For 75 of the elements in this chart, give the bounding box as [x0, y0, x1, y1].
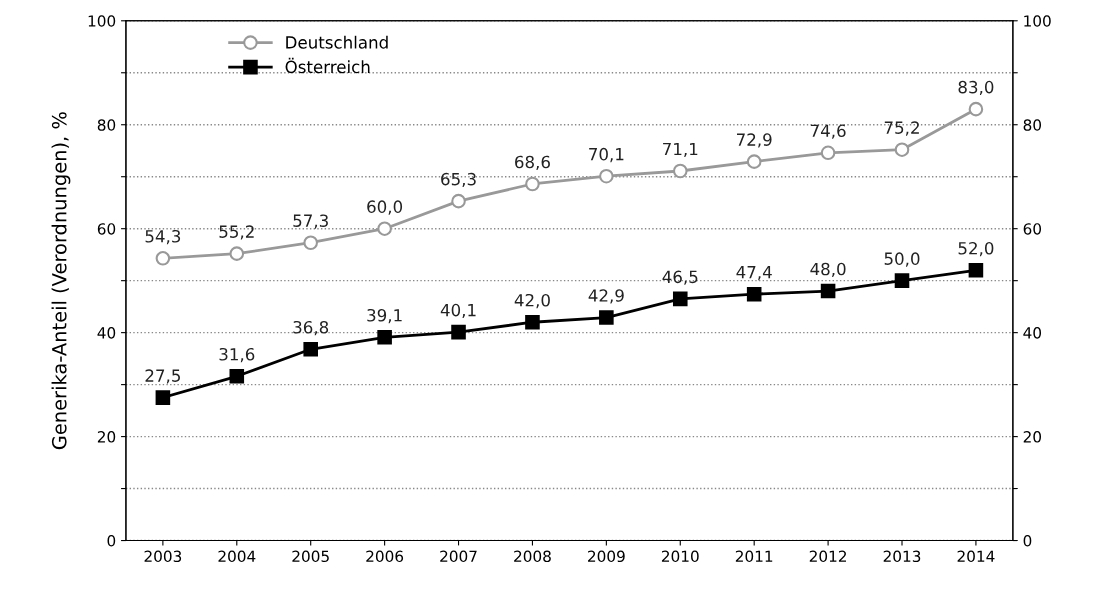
data-label: 54,3: [145, 229, 181, 245]
x-tick-label: 2006: [366, 550, 404, 563]
x-tick-label: 2014: [957, 550, 995, 563]
y-axis-title: Generika-Anteil (Verordnungen), %: [51, 112, 71, 450]
data-label: 72,9: [736, 133, 772, 148]
point: [672, 163, 688, 179]
point: [377, 221, 392, 236]
data-label: 36,8: [293, 320, 329, 336]
data-label: 74,6: [810, 124, 846, 139]
point: [451, 324, 466, 340]
data-label: 55,2: [219, 225, 254, 240]
x-tick-label: 2011: [735, 550, 773, 563]
x-tick-label: 2010: [661, 550, 699, 563]
data-label: 48,0: [810, 262, 846, 278]
data-label: 83,0: [958, 80, 994, 96]
point: [820, 145, 836, 161]
y-tick-label: 40: [97, 327, 116, 339]
data-label: 68,6: [515, 155, 550, 170]
x-tick-label: 2013: [883, 550, 921, 563]
x-tick-label: 2008: [514, 550, 551, 563]
y2-tick-label: 20: [1023, 431, 1042, 443]
data-label: 65,3: [441, 172, 476, 188]
point: [451, 193, 466, 209]
point: [303, 235, 318, 251]
data-label: 27,5: [145, 369, 180, 384]
point: [229, 369, 245, 384]
legend-label: Deutschland: [286, 35, 388, 49]
data-label: 47,4: [736, 266, 772, 281]
y2-tick-label: 100: [1024, 15, 1051, 27]
point: [155, 390, 171, 405]
legend-label: Österreich: [285, 57, 370, 74]
data-label: 42,9: [588, 289, 624, 304]
y-tick-label: 20: [97, 431, 116, 443]
point: [599, 310, 614, 325]
data-label: 52,0: [958, 241, 994, 257]
point: [968, 262, 984, 278]
x-tick-label: 2009: [588, 550, 625, 563]
data-label: 40,1: [440, 303, 476, 319]
point: [820, 283, 836, 299]
data-label: 50,0: [884, 252, 920, 267]
data-label: 71,1: [663, 142, 698, 157]
x-tick-label: 2005: [292, 550, 329, 563]
y2-tick-label: 40: [1023, 327, 1042, 339]
point: [303, 341, 318, 357]
x-tick-label: 2003: [144, 550, 182, 563]
point: [525, 314, 540, 330]
y2-tick-label: 60: [1023, 223, 1042, 235]
y2-tick-label: 80: [1023, 119, 1042, 131]
point: [229, 246, 245, 261]
point: [155, 251, 171, 266]
y-tick-label: 100: [88, 15, 116, 27]
data-label: 75,2: [884, 121, 919, 136]
x-tick-label: 2012: [809, 550, 846, 563]
data-label: 39,1: [367, 308, 402, 324]
point: [894, 273, 910, 288]
point: [672, 291, 688, 307]
point: [968, 101, 984, 117]
data-label: 60,0: [367, 200, 403, 215]
point: [599, 168, 614, 184]
data-label: 46,5: [662, 270, 698, 285]
point: [746, 154, 762, 169]
data-label: 42,0: [514, 293, 550, 309]
data-label: 31,6: [219, 347, 255, 363]
y2-tick-label: 0: [1023, 535, 1032, 547]
x-tick-label: 2007: [440, 550, 477, 563]
data-label: 57,3: [293, 214, 328, 229]
point: [525, 176, 540, 192]
point: [894, 142, 910, 157]
y-tick-label: 80: [97, 119, 116, 131]
x-tick-label: 2004: [218, 550, 256, 563]
data-label: 70,1: [589, 147, 624, 163]
y-tick-label: 0: [107, 535, 116, 547]
point: [377, 330, 392, 345]
y-tick-label: 60: [97, 223, 116, 235]
point: [746, 286, 762, 302]
